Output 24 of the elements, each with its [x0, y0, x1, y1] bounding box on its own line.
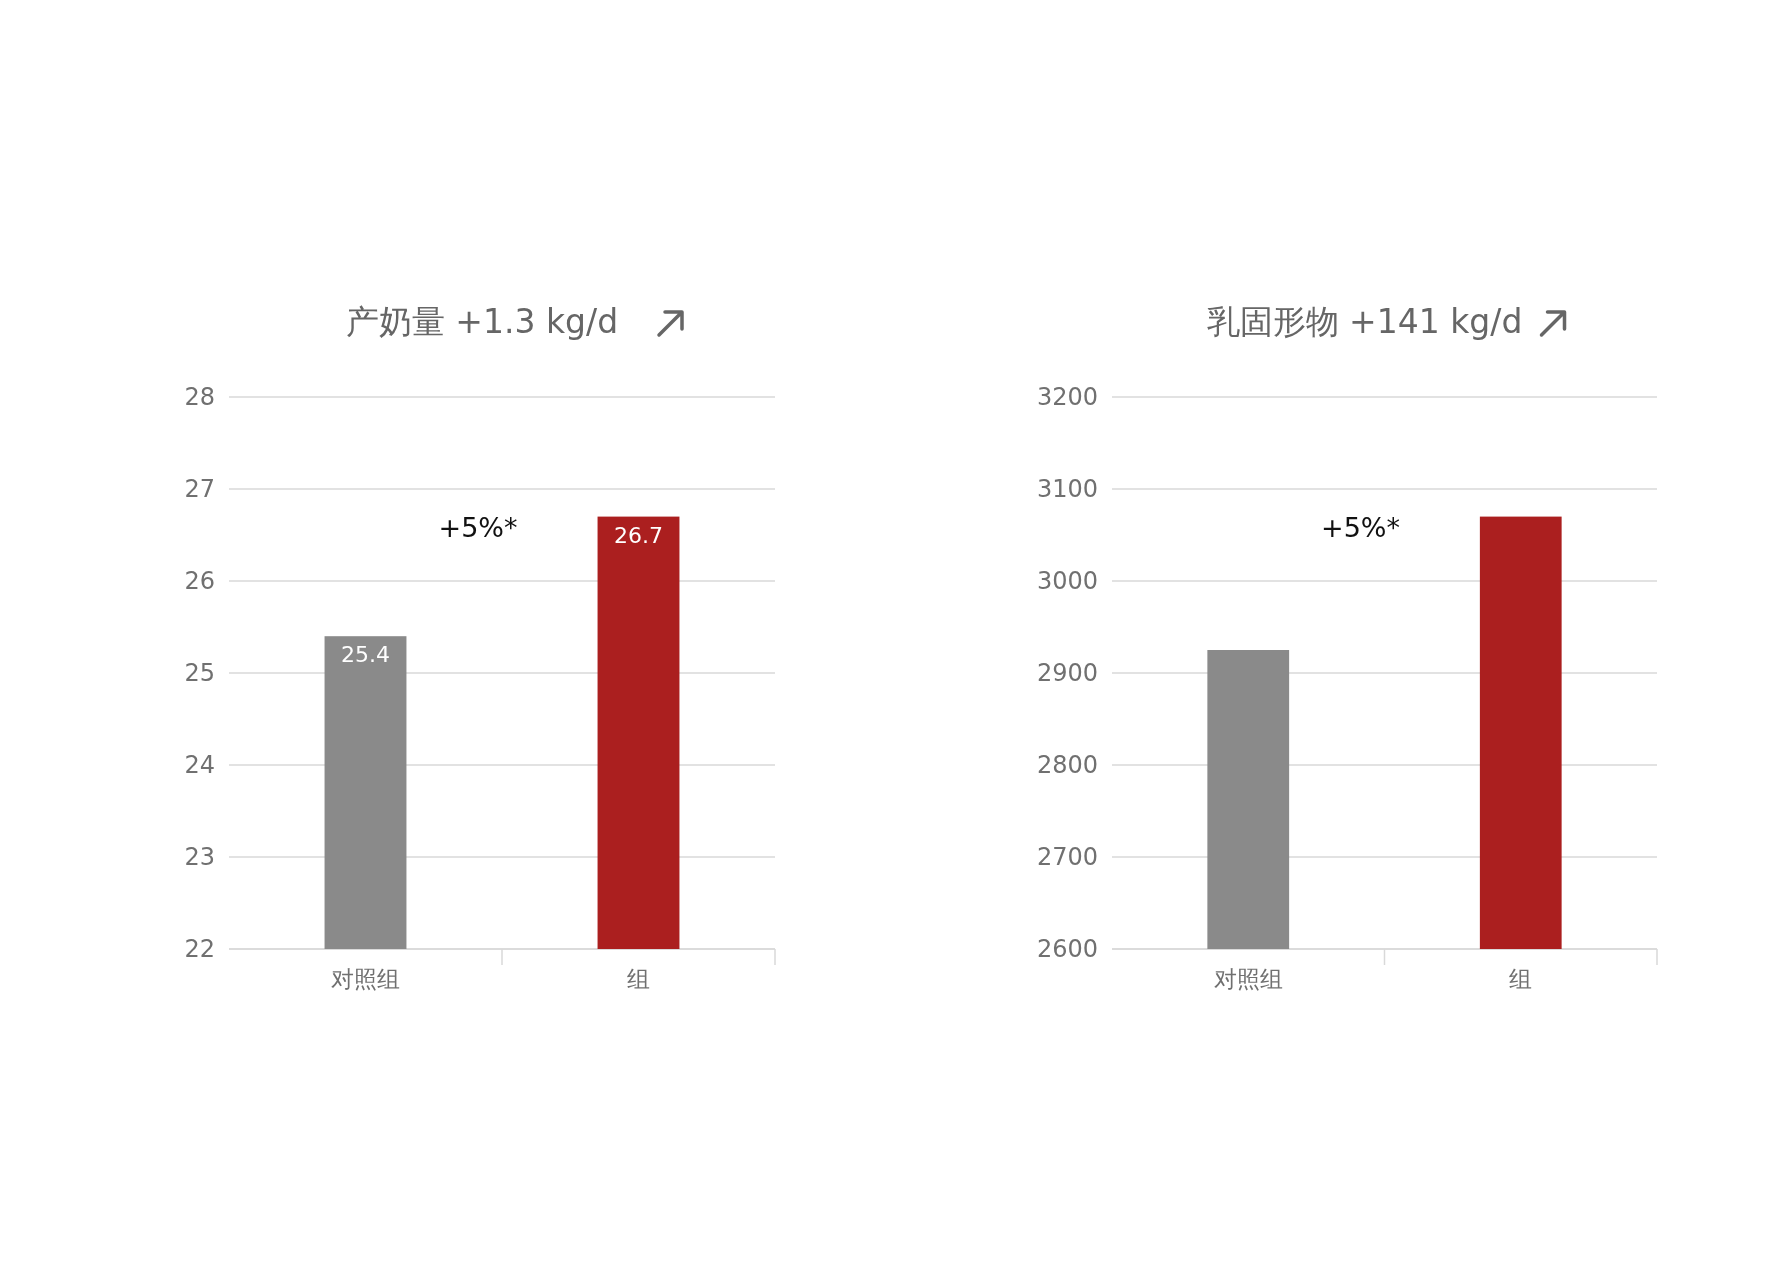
chart-title: 产奶量 +1.3 kg/d: [345, 302, 619, 341]
x-tick-label: 对照组: [1213, 966, 1283, 992]
x-tick-label: 对照组: [331, 966, 400, 992]
annotation: +5%*: [438, 511, 518, 543]
y-tick-label: 2700: [1036, 843, 1098, 872]
x-tick-label: 组: [1509, 966, 1533, 992]
y-tick-label: 22: [184, 935, 215, 964]
data-label: 25.4: [341, 642, 390, 668]
y-tick-label: 2600: [1036, 935, 1098, 964]
x-tick-label: 组: [627, 966, 650, 992]
y-tick-label: 3100: [1036, 475, 1098, 504]
data-label: 26.7: [614, 522, 663, 548]
y-tick-label: 25: [184, 659, 215, 688]
y-tick-label: 24: [184, 751, 215, 780]
y-tick-label: 3000: [1036, 567, 1098, 596]
annotation: +5%*: [1321, 511, 1400, 543]
y-tick-label: 26: [184, 567, 215, 596]
y-tick-label: 28: [184, 383, 215, 412]
y-tick-label: 2900: [1036, 659, 1098, 688]
chart-title: 乳固形物 +141 kg/d: [1206, 302, 1523, 341]
y-tick-label: 23: [184, 843, 215, 872]
y-tick-label: 27: [184, 475, 215, 504]
y-tick-label: 3200: [1036, 383, 1098, 412]
y-tick-label: 2800: [1036, 751, 1098, 780]
